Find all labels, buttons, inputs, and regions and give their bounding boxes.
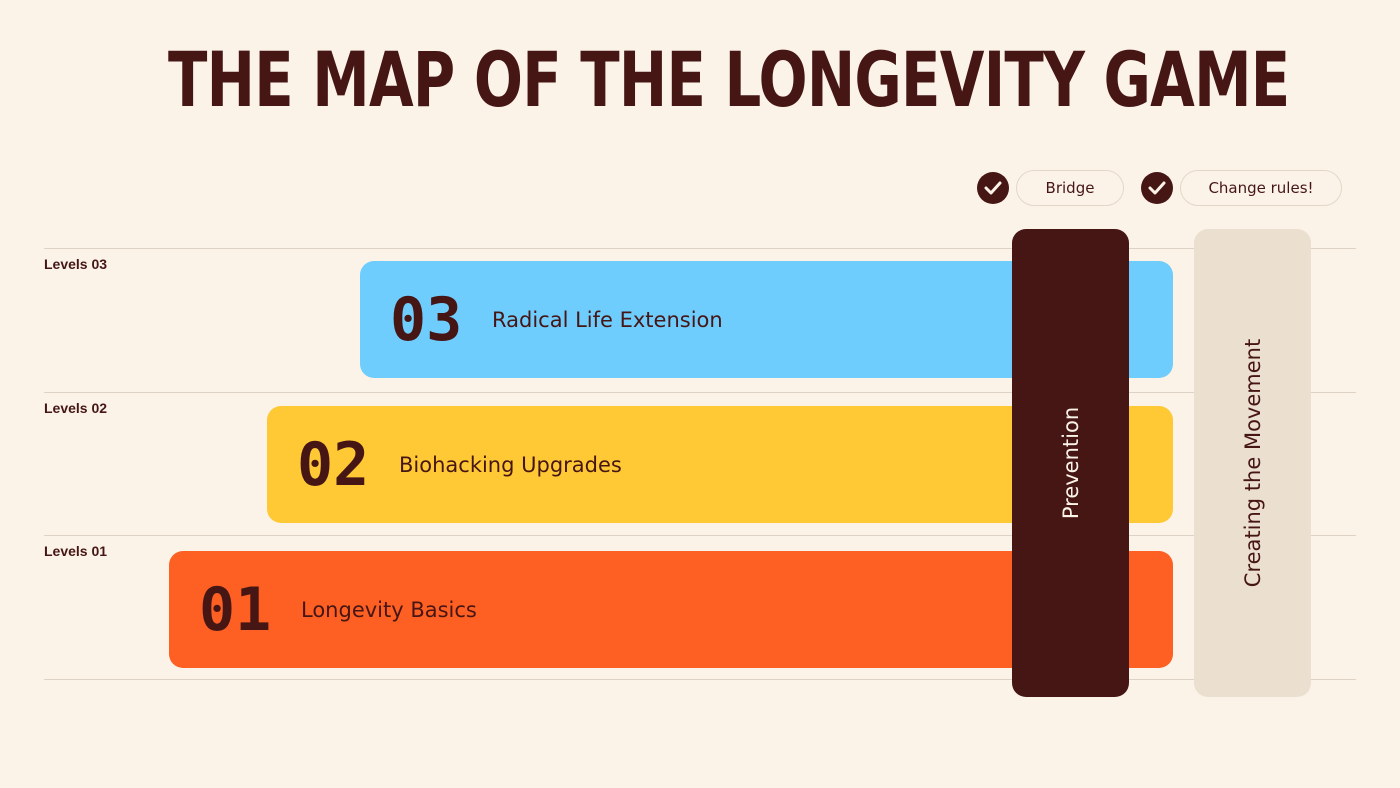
checkpoint-change-rules: Change rules! [1180, 170, 1342, 206]
level-divider [44, 535, 1356, 536]
level-number: 01 [199, 574, 272, 645]
column-label: Prevention [1058, 406, 1083, 520]
creating-movement-column: Creating the Movement [1194, 229, 1311, 697]
checkmark-icon [977, 172, 1009, 204]
level-divider [44, 392, 1356, 393]
level-number: 03 [390, 284, 463, 355]
level-number: 02 [297, 429, 370, 500]
level-label-03: Levels 03 [44, 256, 108, 272]
checkmark-icon [1141, 172, 1173, 204]
level-divider [44, 248, 1356, 249]
column-label: Creating the Movement [1240, 338, 1265, 588]
level-name: Radical Life Extension [492, 307, 723, 332]
checkpoint-bridge: Bridge [1016, 170, 1124, 206]
prevention-column: Prevention [1012, 229, 1129, 697]
level-name: Biohacking Upgrades [399, 452, 622, 477]
level-divider [44, 679, 1356, 680]
level-name: Longevity Basics [301, 597, 477, 622]
level-label-02: Levels 02 [44, 400, 108, 416]
level-bar-01: 01 Longevity Basics [169, 551, 1173, 668]
page-title: THE MAP OF THE LONGEVITY GAME [168, 35, 1290, 124]
level-label-01: Levels 01 [44, 543, 108, 559]
